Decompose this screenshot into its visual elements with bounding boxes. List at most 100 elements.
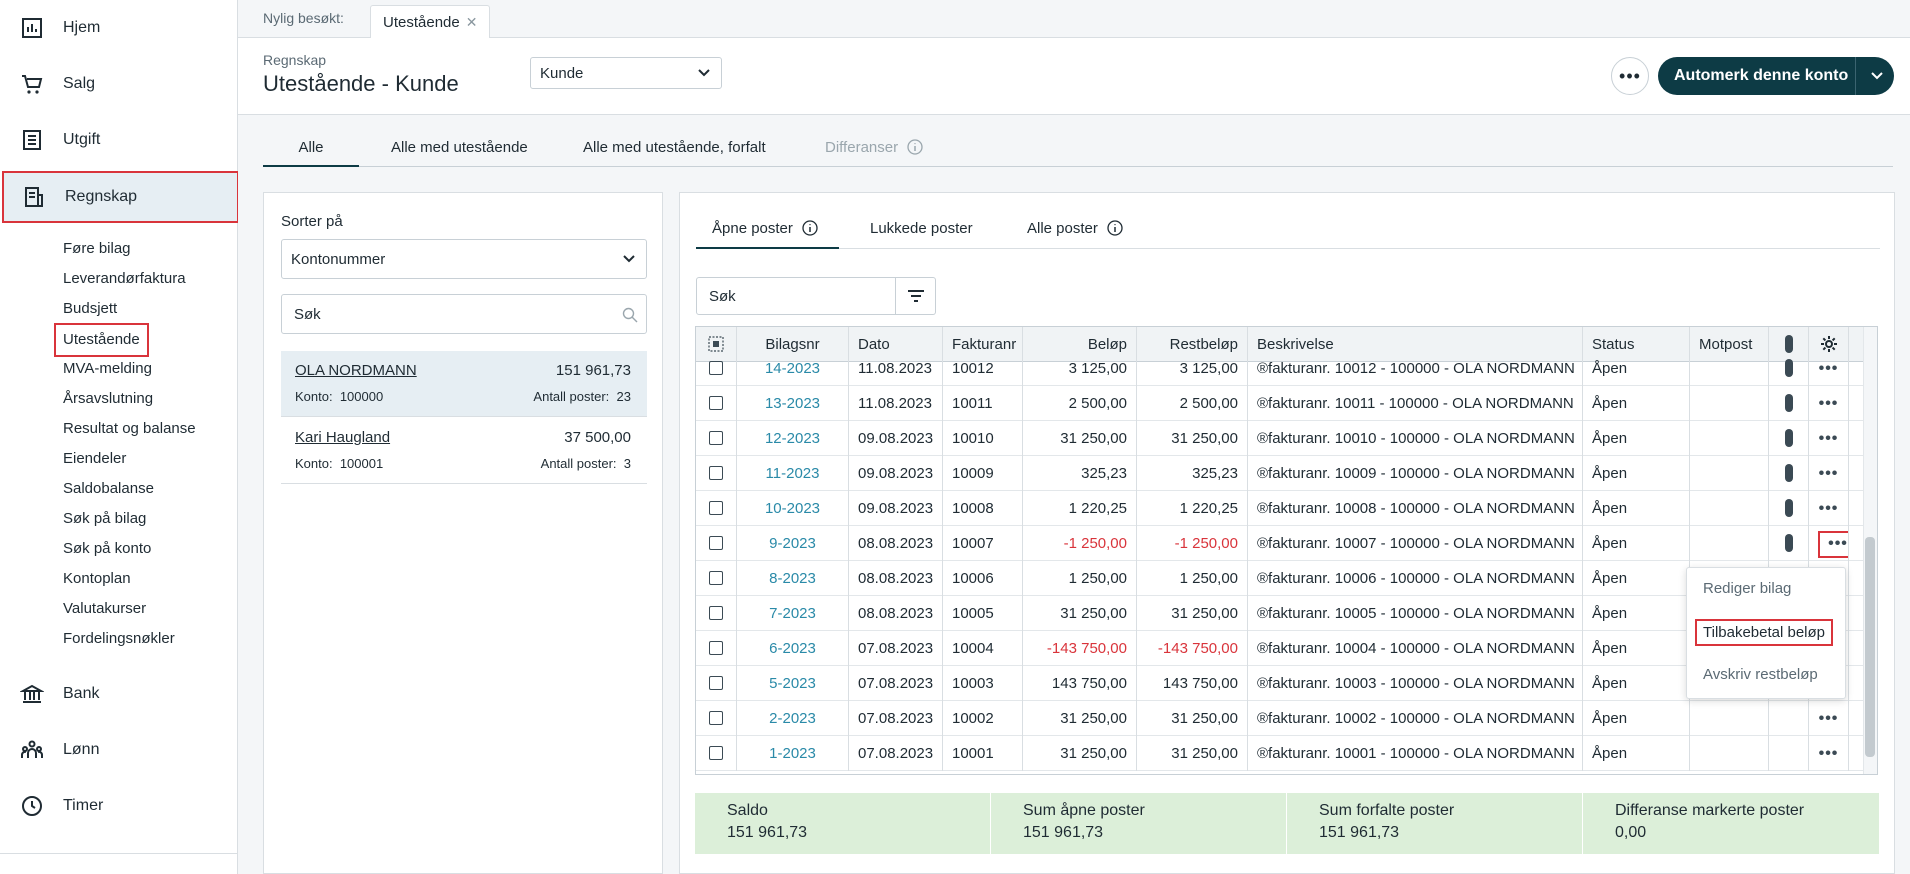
row-more-button[interactable] — [1809, 631, 1849, 666]
cell-bilagsnr[interactable]: 11-2023 — [737, 456, 849, 491]
close-icon[interactable]: ✕ — [465, 14, 478, 30]
row-checkbox[interactable] — [696, 456, 737, 491]
more-options-button[interactable]: ••• — [1611, 57, 1649, 95]
chevron-down-icon[interactable] — [1870, 71, 1884, 81]
menu-item-avskriv-restbelop[interactable]: Avskriv restbeløp — [1703, 666, 1818, 683]
account-search-input[interactable]: Søk — [281, 294, 647, 334]
nav-salg[interactable]: Salg — [0, 58, 238, 110]
sub-mva-melding[interactable]: MVA-melding — [63, 360, 152, 377]
row-more-button[interactable] — [1809, 666, 1849, 701]
tab-alle-med-utestaende[interactable]: Alle med utestående — [391, 139, 528, 156]
column-settings-button[interactable] — [1809, 327, 1849, 362]
info-icon[interactable] — [802, 220, 818, 236]
col-restbelop[interactable]: Restbeløp — [1137, 327, 1248, 362]
tab-alle[interactable]: Alle — [263, 131, 359, 167]
table-row[interactable]: 1-2023 07.08.2023 10001 31 250,00 31 250,00 ®… — [696, 736, 1877, 771]
sub-valutakurser[interactable]: Valutakurser — [63, 600, 147, 617]
row-checkbox[interactable] — [696, 491, 737, 526]
table-row[interactable]: 11-2023 09.08.2023 10009 325,23 325,23 ®faktu… — [696, 456, 1877, 491]
sub-sok-pa-konto[interactable]: Søk på konto — [63, 540, 152, 557]
table-row[interactable]: 14-2023 11.08.2023 10012 3 125,00 3 125,00 ®f… — [696, 351, 1877, 386]
row-more-button[interactable]: ••• — [1809, 386, 1849, 421]
row-attachment[interactable] — [1769, 386, 1809, 421]
row-attachment[interactable] — [1769, 351, 1809, 386]
row-checkbox[interactable] — [696, 631, 737, 666]
nav-timer[interactable]: Timer — [0, 780, 238, 832]
row-more-button[interactable]: ••• — [1809, 456, 1849, 491]
row-more-button[interactable] — [1809, 596, 1849, 631]
cell-bilagsnr[interactable]: 1-2023 — [737, 736, 849, 771]
cell-bilagsnr[interactable]: 7-2023 — [737, 596, 849, 631]
sub-fordelingsnokler[interactable]: Fordelingsnøkler — [63, 630, 175, 647]
recent-tab[interactable]: Utestående ✕ — [370, 5, 491, 39]
table-row[interactable]: 12-2023 09.08.2023 10010 31 250,00 31 250,00… — [696, 421, 1877, 456]
select-all-checkbox[interactable] — [696, 327, 737, 362]
table-row[interactable]: 5-2023 07.08.2023 10003 143 750,00 143 750,0… — [696, 666, 1877, 701]
col-fakturanr[interactable]: Fakturanr — [943, 327, 1023, 362]
row-more-button[interactable]: ••• — [1809, 351, 1849, 386]
table-scrollbar[interactable] — [1863, 327, 1877, 774]
cell-bilagsnr[interactable]: 6-2023 — [737, 631, 849, 666]
type-select[interactable]: Kunde — [530, 57, 722, 89]
tab-apne-poster[interactable]: Åpne poster — [696, 213, 839, 249]
cell-bilagsnr[interactable]: 2-2023 — [737, 701, 849, 736]
nav-bank[interactable]: Bank — [0, 668, 238, 720]
row-checkbox[interactable] — [696, 386, 737, 421]
row-checkbox[interactable] — [696, 421, 737, 456]
sub-saldobalanse[interactable]: Saldobalanse — [63, 480, 154, 497]
sub-resultat-og-balanse[interactable]: Resultat og balanse — [63, 420, 196, 437]
cell-bilagsnr[interactable]: 9-2023 — [737, 526, 849, 561]
table-row[interactable]: 6-2023 07.08.2023 10004 -143 750,00 -143 750… — [696, 631, 1877, 666]
automerk-button[interactable]: Automerk denne konto — [1658, 57, 1894, 95]
table-row[interactable]: 7-2023 08.08.2023 10005 31 250,00 31 250,00 ®… — [696, 596, 1877, 631]
sub-fore-bilag[interactable]: Føre bilag — [63, 240, 131, 257]
row-checkbox[interactable] — [696, 561, 737, 596]
row-more-button[interactable]: ••• — [1809, 421, 1849, 456]
info-icon[interactable] — [907, 139, 923, 155]
row-attachment[interactable] — [1769, 456, 1809, 491]
nav-hjem[interactable]: Hjem — [0, 2, 238, 54]
cell-bilagsnr[interactable]: 14-2023 — [737, 351, 849, 386]
sub-eiendeler[interactable]: Eiendeler — [63, 450, 127, 467]
account-item[interactable]: OLA NORDMANN 151 961,73 Konto: 100000 An… — [281, 351, 647, 417]
table-row[interactable]: 9-2023 08.08.2023 10007 -1 250,00 -1 250,00 ®… — [696, 526, 1877, 561]
breadcrumb[interactable]: Regnskap — [263, 52, 327, 68]
cell-bilagsnr[interactable]: 12-2023 — [737, 421, 849, 456]
sub-budsjett[interactable]: Budsjett — [63, 300, 118, 317]
sort-select[interactable]: Kontonummer — [281, 239, 647, 279]
menu-item-rediger-bilag[interactable]: Rediger bilag — [1703, 580, 1792, 597]
sub-kontoplan[interactable]: Kontoplan — [63, 570, 131, 587]
sub-utestaende[interactable]: Utestående — [54, 323, 149, 357]
entries-search-input[interactable]: Søk — [696, 277, 896, 315]
row-checkbox[interactable] — [696, 736, 737, 771]
row-more-button[interactable]: ••• — [1809, 526, 1849, 561]
row-more-button[interactable]: ••• — [1809, 736, 1849, 771]
cell-bilagsnr[interactable]: 8-2023 — [737, 561, 849, 596]
row-more-button[interactable]: ••• — [1809, 701, 1849, 736]
scroll-thumb[interactable] — [1865, 537, 1875, 757]
tab-alle-med-utestaende-forfalt[interactable]: Alle med utestående, forfalt — [583, 139, 766, 156]
table-row[interactable]: 10-2023 09.08.2023 10008 1 220,25 1 220,25 ®f… — [696, 491, 1877, 526]
col-belop[interactable]: Beløp — [1023, 327, 1137, 362]
nav-regnskap[interactable]: Regnskap — [2, 171, 239, 223]
row-more-button[interactable] — [1809, 561, 1849, 596]
row-checkbox[interactable] — [696, 666, 737, 701]
filter-button[interactable] — [896, 277, 936, 315]
row-checkbox[interactable] — [696, 351, 737, 386]
col-dato[interactable]: Dato — [849, 327, 943, 362]
tab-differanser[interactable]: Differanser — [825, 131, 923, 167]
row-checkbox[interactable] — [696, 596, 737, 631]
cell-bilagsnr[interactable]: 5-2023 — [737, 666, 849, 701]
nav-utgift[interactable]: Utgift — [0, 114, 238, 166]
row-checkbox[interactable] — [696, 526, 737, 561]
tab-alle-poster[interactable]: Alle poster — [1027, 213, 1123, 249]
account-item[interactable]: Kari Haugland 37 500,00 Konto: 100001 An… — [281, 418, 647, 484]
menu-item-tilbakebetal-belop[interactable]: Tilbakebetal beløp — [1695, 619, 1834, 646]
tab-lukkede-poster[interactable]: Lukkede poster — [870, 220, 973, 237]
col-bilagsnr[interactable]: Bilagsnr — [737, 327, 849, 362]
table-row[interactable]: 13-2023 11.08.2023 10011 2 500,00 2 500,00 ®f… — [696, 386, 1877, 421]
account-name[interactable]: OLA NORDMANN — [295, 362, 417, 379]
table-row[interactable]: 2-2023 07.08.2023 10002 31 250,00 31 250,00 ®… — [696, 701, 1877, 736]
row-attachment[interactable] — [1769, 526, 1809, 561]
col-motpost[interactable]: Motpost — [1690, 327, 1769, 362]
